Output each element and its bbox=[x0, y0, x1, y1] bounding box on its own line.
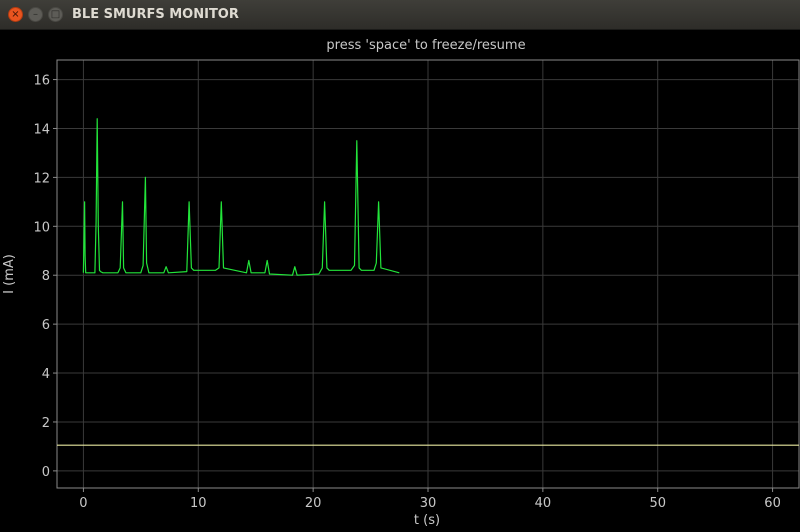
x-tick-label: 40 bbox=[535, 496, 552, 511]
y-axis-label: I (mA) bbox=[2, 254, 17, 294]
current-series-line bbox=[82, 118, 400, 276]
x-tick-label: 10 bbox=[190, 496, 207, 511]
close-icon: × bbox=[11, 8, 20, 20]
maximize-button[interactable]: □ bbox=[48, 7, 63, 22]
series-layer bbox=[57, 118, 799, 446]
x-axis-label: t (s) bbox=[414, 513, 440, 528]
x-tick-label: 50 bbox=[649, 496, 666, 511]
minimize-icon: – bbox=[33, 8, 38, 20]
horizontal-gridlines bbox=[57, 79, 799, 472]
x-tick-label: 0 bbox=[79, 496, 87, 511]
x-tick-label: 60 bbox=[764, 496, 781, 511]
y-tick-label: 14 bbox=[33, 122, 50, 137]
current-chart: 0 10 20 30 40 50 60 0 2 4 6 8 10 12 14 16 press 'space… bbox=[2, 38, 800, 528]
minimize-button[interactable]: – bbox=[28, 7, 43, 22]
window-title: BLE SMURFS MONITOR bbox=[72, 7, 239, 22]
y-tick-label: 0 bbox=[42, 465, 50, 480]
x-tick-labels: 0 10 20 30 40 50 60 bbox=[79, 488, 781, 511]
close-button[interactable]: × bbox=[8, 7, 23, 22]
maximize-icon: □ bbox=[50, 8, 61, 20]
y-tick-label: 8 bbox=[42, 269, 50, 284]
chart-title: press 'space' to freeze/resume bbox=[326, 38, 525, 53]
y-tick-label: 16 bbox=[33, 74, 50, 89]
vertical-gridlines bbox=[82, 60, 774, 488]
y-tick-label: 2 bbox=[42, 416, 50, 431]
y-tick-label: 12 bbox=[33, 171, 50, 186]
y-tick-label: 6 bbox=[42, 318, 50, 333]
title-bar[interactable]: × – □ BLE SMURFS MONITOR bbox=[0, 0, 800, 30]
y-tick-label: 10 bbox=[33, 220, 50, 235]
plot-area[interactable]: 0 10 20 30 40 50 60 0 2 4 6 8 10 12 14 16 press 'space… bbox=[0, 30, 800, 528]
x-tick-label: 20 bbox=[305, 496, 322, 511]
x-tick-label: 30 bbox=[420, 496, 437, 511]
y-tick-label: 4 bbox=[42, 367, 50, 382]
y-tick-labels: 0 2 4 6 8 10 12 14 16 bbox=[33, 74, 57, 480]
